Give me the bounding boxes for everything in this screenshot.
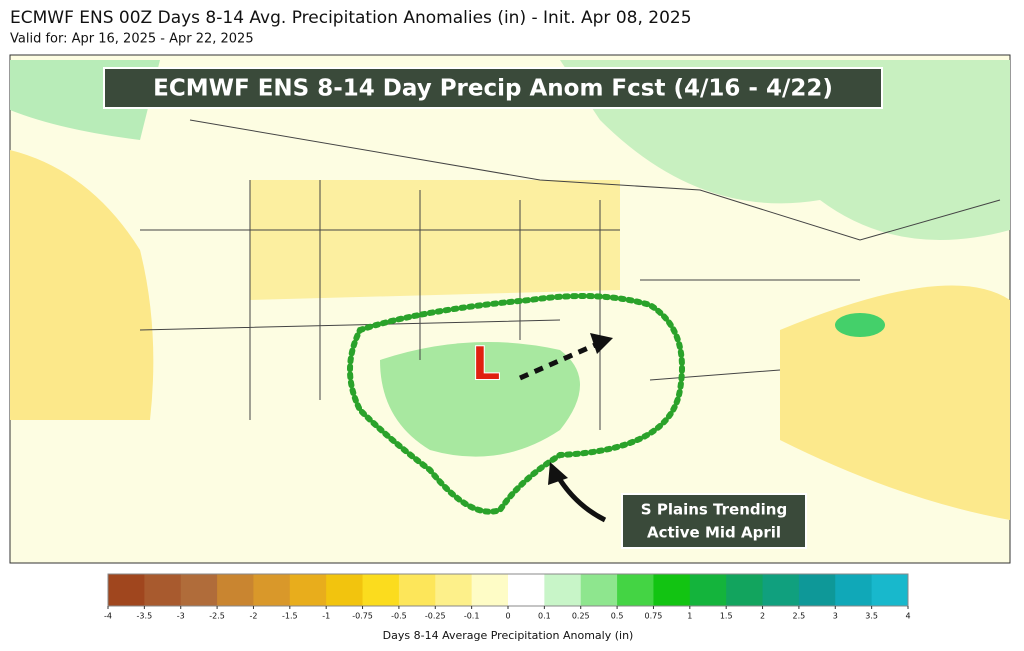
colorbar-tick-label: 4 [905, 612, 910, 621]
colorbar-swatch [653, 574, 691, 606]
annotation-line: Active Mid April [647, 524, 781, 542]
colorbar-swatch [617, 574, 654, 606]
arrow-head [548, 462, 568, 485]
colorbar-tick-label: -3.5 [137, 612, 153, 621]
low-label: L [471, 337, 500, 391]
colorbar-swatch [289, 574, 327, 606]
colorbar-tick-label: -3 [177, 612, 185, 621]
dry-area [250, 180, 620, 300]
colorbar-tick-label: -4 [104, 612, 112, 621]
colorbar-swatch [253, 574, 291, 606]
colorbar-swatch [544, 574, 582, 606]
colorbar: -4 -3.5 -3 -2.5 -2 -1.5 -1 -0.75 -0.5 -0.25 -0.1 0 0… [104, 573, 911, 621]
border [189, 119, 1001, 241]
colorbar-tick-label: 1.5 [720, 612, 733, 621]
colorbar-swatch [508, 574, 545, 606]
colorbar-swatch [762, 574, 800, 606]
colorbar-swatch [689, 574, 727, 606]
colorbar-swatch [798, 574, 836, 606]
arrow-head [590, 333, 613, 354]
banner-box [103, 67, 883, 109]
colorbar-tick-label: 3 [833, 612, 838, 621]
colorbar-swatch [217, 574, 254, 606]
colorbar-tick-label: 0 [505, 612, 510, 621]
title: ECMWF ENS 00Z Days 8-14 Avg. Precipitati… [10, 8, 692, 28]
colorbar-tick-label: -2.5 [209, 612, 225, 621]
colorbar-swatch [435, 574, 473, 606]
map: L ECMWF ENS 8-14 Day Precip Anom Fcst (4… [9, 54, 1011, 564]
colorbar-tick-label: -0.1 [464, 612, 480, 621]
colorbar-swatch [108, 574, 145, 606]
colorbar-swatch [580, 574, 618, 606]
colorbar-tick-label: 2.5 [793, 612, 806, 621]
dry-area [10, 150, 154, 420]
wet-area [835, 313, 885, 337]
colorbar-tick-label: -2 [249, 612, 257, 621]
colorbar-swatch [835, 574, 873, 606]
colorbar-tick-label: -0.25 [425, 612, 446, 621]
colorbar-tick-label: 0.25 [572, 612, 590, 621]
wet-area [380, 342, 580, 457]
colorbar-tick-label: 0.5 [611, 612, 624, 621]
subtitle: Valid for: Apr 16, 2025 - Apr 22, 2025 [10, 32, 254, 47]
colorbar-swatch [871, 574, 909, 606]
outlook-outline [347, 293, 685, 515]
colorbar-tick-label: -0.75 [352, 612, 373, 621]
colorbar-swatch [362, 574, 400, 606]
colorbar-tick-label: -0.5 [391, 612, 407, 621]
dry-area [780, 285, 1010, 520]
colorbar-tick-label: 3.5 [865, 612, 878, 621]
annotation-box [621, 493, 807, 549]
colorbar-tick-label: 2 [760, 612, 765, 621]
annotation-line: S Plains Trending [641, 501, 787, 519]
low-track-arrow [518, 342, 597, 381]
colorbar-swatch [471, 574, 509, 606]
colorbar-swatch [144, 574, 182, 606]
colorbar-swatch [398, 574, 436, 606]
colorbar-tick-label: 1 [687, 612, 692, 621]
colorbar-tick-label: -1 [322, 612, 330, 621]
colorbar-tick-label: -1.5 [282, 612, 298, 621]
colorbar-label: Days 8-14 Average Precipitation Anomaly … [383, 629, 634, 642]
colorbar-swatch [726, 574, 764, 606]
colorbar-swatch [180, 574, 218, 606]
borders [139, 180, 860, 430]
colorbar-tick-label: 0.1 [538, 612, 551, 621]
colorbar-tick-label: 0.75 [645, 612, 663, 621]
banner: ECMWF ENS 8-14 Day Precip Anom Fcst (4/1… [153, 76, 833, 102]
colorbar-swatch [326, 574, 364, 606]
